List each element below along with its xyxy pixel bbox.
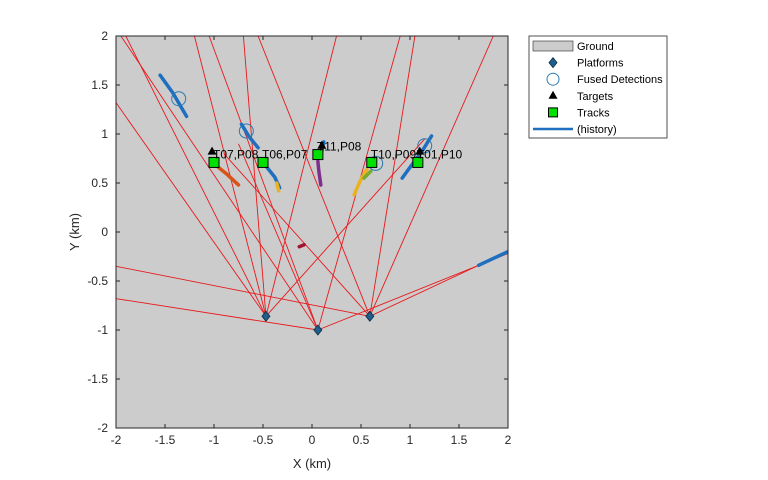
x-tick-label: -1 [209, 433, 220, 447]
sensor-beam [257, 36, 371, 317]
track-label: T10,P09 [371, 147, 417, 161]
target-marker [317, 140, 327, 149]
track-marker [312, 149, 324, 161]
sensor-beam [125, 36, 267, 317]
sensor-beam [238, 143, 319, 331]
axes: X (km) Y (km) -2 -1.5 -1 -0.5 0 0.5 1 1.5 2 -2 -1.… [67, 29, 512, 471]
sensor-beam [120, 36, 319, 331]
y-axis-label: Y (km) [67, 213, 82, 251]
track-history [214, 163, 241, 187]
markers [171, 91, 433, 336]
legend-label: Platforms [577, 58, 624, 70]
fused-detection [417, 138, 433, 154]
target-marker [207, 146, 217, 155]
y-tick-label: 1.5 [91, 78, 108, 92]
x-tick-label: 0 [309, 433, 316, 447]
x-tick-label: 1 [407, 433, 414, 447]
legend-label: Targets [577, 91, 614, 103]
track-label: T07,P08 [213, 147, 259, 161]
track-label: T01,P10 [417, 147, 463, 161]
track-history [297, 242, 306, 249]
x-tick-label: -1.5 [155, 433, 176, 447]
sensor-beam [242, 36, 267, 317]
legend-swatch-platforms [548, 56, 558, 69]
y-tick-label: -1.5 [87, 372, 108, 386]
track-marker [208, 156, 220, 168]
x-tick-label: 1.5 [451, 433, 468, 447]
legend-swatch-tracks [548, 107, 558, 118]
x-tick-label: -0.5 [253, 433, 274, 447]
y-tick-label: 2 [101, 29, 108, 43]
legend-swatch-fused-detections [546, 72, 560, 86]
legend-swatch-targets [548, 90, 558, 99]
legend-label: Tracks [577, 107, 610, 119]
y-tick-label: 0.5 [91, 176, 108, 190]
track-label: T11,P08 [317, 140, 362, 154]
legend-label: Ground [577, 41, 614, 53]
y-tick-label: -0.5 [87, 274, 108, 288]
y-tick-label: 0 [101, 225, 108, 239]
x-tick-label: 2 [505, 433, 512, 447]
legend: Ground Platforms Fused Detections Targets Tr… [528, 35, 668, 139]
sensor-beam [116, 298, 318, 331]
platform-marker [313, 324, 323, 336]
x-tick-label: -2 [111, 433, 122, 447]
fused-detection [171, 91, 187, 107]
x-tick-label: 0.5 [353, 433, 370, 447]
ground-area [116, 36, 508, 428]
sensor-beam [116, 102, 267, 317]
track-labels: T07,P08 T06,P07 T11,P08 T10,P09 T01,P10 [213, 140, 463, 162]
sensor-beam [369, 36, 494, 317]
fused-detection [238, 123, 254, 139]
track-history [316, 159, 323, 187]
track-marker [257, 156, 269, 168]
track-marker [412, 156, 424, 168]
track-marker [366, 156, 378, 168]
track-history [352, 167, 369, 197]
sensor-beam [265, 138, 426, 317]
y-tick-label: -2 [97, 421, 108, 435]
track-history [274, 181, 281, 193]
sensor-beam [116, 265, 370, 317]
track-history [476, 249, 508, 268]
track-history [362, 169, 373, 180]
target-marker [415, 146, 425, 155]
legend-label: Fused Detections [577, 74, 663, 86]
track-label: T06,P07 [262, 147, 308, 161]
legend-box [528, 35, 668, 139]
x-axis-label: X (km) [293, 456, 331, 471]
legend-swatch-ground [532, 40, 574, 52]
sensor-beam [208, 36, 319, 331]
sensor-beam [223, 153, 371, 317]
sensor-beam [369, 36, 416, 317]
track-history [158, 73, 189, 119]
platform-marker [365, 310, 375, 322]
legend-label: (history) [577, 124, 617, 136]
y-tick-label: -1 [97, 323, 108, 337]
platform-marker [261, 310, 271, 322]
y-tick-label: 1 [101, 127, 108, 141]
